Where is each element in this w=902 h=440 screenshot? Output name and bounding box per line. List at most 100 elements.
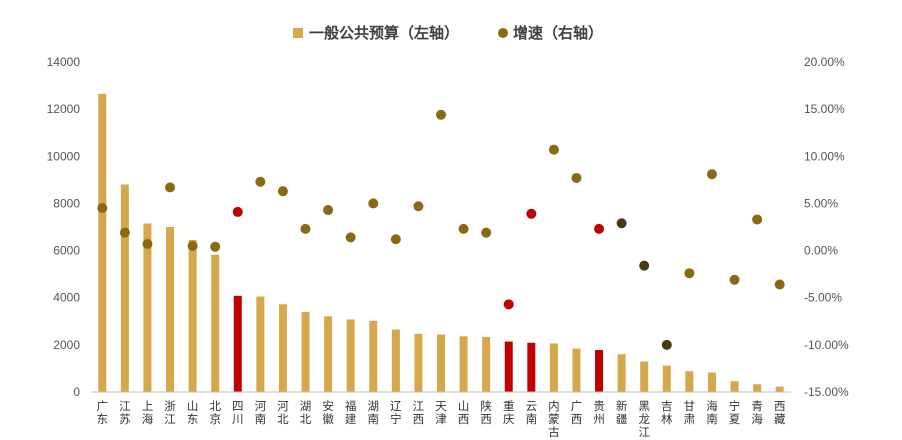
dot-北京	[210, 241, 221, 252]
category-label: 广西	[571, 399, 583, 426]
dot-青海	[752, 214, 763, 225]
category-label: 天津	[435, 399, 447, 426]
category-label: 贵州	[593, 399, 605, 426]
category-label: 浙江	[164, 399, 176, 426]
bar-北京	[211, 254, 220, 392]
category-label: 湖北	[300, 399, 312, 426]
bar-天津	[437, 334, 445, 392]
right-tick-label: 5.00%	[804, 196, 838, 210]
category-label: 宁夏	[729, 399, 741, 426]
left-tick-label: 2000	[53, 338, 80, 352]
bar-安徽	[324, 316, 333, 392]
dot-西藏	[774, 279, 785, 290]
left-tick-label: 14000	[47, 55, 81, 69]
left-tick-label: 0	[73, 385, 80, 399]
dot-山东	[187, 240, 198, 251]
dot-湖北	[300, 223, 311, 234]
category-label: 甘肃	[684, 399, 696, 426]
dot-福建	[345, 232, 356, 243]
dot-浙江	[165, 182, 176, 193]
dot-天津	[436, 109, 446, 120]
bar-宁夏	[730, 381, 739, 392]
dot-湖南	[368, 198, 379, 209]
dot-河北	[277, 186, 288, 197]
dot-广西	[571, 172, 582, 183]
right-tick-label: -15.00%	[804, 385, 849, 399]
legend-bar-swatch	[293, 28, 303, 38]
bar-甘肃	[685, 371, 694, 392]
bar-series	[98, 93, 784, 393]
dot-黑龙江	[639, 260, 650, 271]
category-label: 河北	[277, 399, 289, 426]
bar-内蒙古	[549, 343, 558, 392]
dot-河南	[255, 176, 266, 187]
left-tick-label: 4000	[53, 291, 80, 305]
category-label: 吉林	[661, 399, 673, 426]
category-label: 广东	[97, 399, 109, 426]
category-label: 青海	[751, 399, 763, 426]
bar-江苏	[120, 184, 129, 392]
bar-山西	[459, 336, 468, 392]
category-label: 北京	[209, 399, 221, 426]
bar-河南	[256, 296, 265, 392]
bar-广西	[572, 348, 581, 392]
category-label: 陕西	[480, 399, 492, 426]
category-label: 江苏	[119, 399, 131, 426]
dot-陕西	[481, 227, 492, 238]
bar-江西	[414, 333, 423, 392]
dot-贵州	[594, 223, 605, 234]
bar-福建	[346, 319, 355, 392]
category-label: 海南	[706, 399, 718, 426]
right-tick-label: 0.00%	[804, 244, 838, 258]
left-tick-label: 10000	[47, 149, 81, 163]
bar-吉林	[662, 365, 671, 392]
category-labels: 广东江苏上海浙江山东北京四川河南河北湖北安徽福建湖南辽宁江西天津山西陕西重庆云南…	[97, 399, 786, 439]
dot-山西	[458, 223, 469, 234]
dot-series	[97, 109, 785, 350]
category-label: 上海	[142, 399, 154, 426]
dot-上海	[142, 238, 153, 249]
category-label: 新疆	[616, 399, 628, 426]
bar-海南	[707, 372, 716, 392]
right-tick-label: 10.00%	[804, 149, 845, 163]
bar-重庆	[504, 341, 513, 392]
dot-甘肃	[684, 268, 695, 279]
category-label: 辽宁	[390, 399, 402, 426]
bar-西藏	[775, 386, 784, 392]
dot-江苏	[119, 227, 130, 238]
left-tick-label: 12000	[47, 102, 81, 116]
legend: 一般公共预算（左轴） 增速（右轴）	[293, 24, 603, 42]
bar-黑龙江	[640, 361, 649, 392]
category-label: 福建	[345, 399, 357, 426]
bar-广东	[98, 93, 107, 393]
category-label: 西藏	[774, 399, 786, 426]
category-label: 江西	[413, 399, 425, 426]
category-label: 湖南	[368, 399, 380, 426]
category-label: 内蒙古	[548, 399, 560, 439]
dot-宁夏	[729, 274, 740, 285]
bar-浙江	[166, 227, 175, 392]
legend-dot-label: 增速（右轴）	[513, 24, 603, 42]
bar-湖北	[301, 311, 310, 392]
category-label: 安徽	[322, 399, 334, 426]
right-tick-label: 15.00%	[804, 102, 845, 116]
right-tick-label: 20.00%	[804, 55, 845, 69]
right-tick-label: -10.00%	[804, 338, 849, 352]
bar-河北	[278, 304, 287, 392]
bar-新疆	[617, 354, 626, 392]
category-label: 四川	[232, 399, 244, 426]
dot-云南	[526, 208, 537, 219]
left-axis: 0 2000 4000 6000 8000 10000 12000 14000	[47, 55, 81, 399]
dot-安徽	[323, 205, 334, 216]
bar-上海	[143, 223, 152, 392]
left-tick-label: 8000	[53, 196, 80, 210]
category-label: 河南	[255, 399, 267, 426]
dot-江西	[413, 201, 424, 212]
bar-陕西	[482, 337, 491, 392]
dot-内蒙古	[548, 144, 559, 155]
legend-bar-label: 一般公共预算（左轴）	[309, 24, 459, 42]
dot-重庆	[503, 299, 514, 310]
category-label: 云南	[526, 399, 538, 426]
